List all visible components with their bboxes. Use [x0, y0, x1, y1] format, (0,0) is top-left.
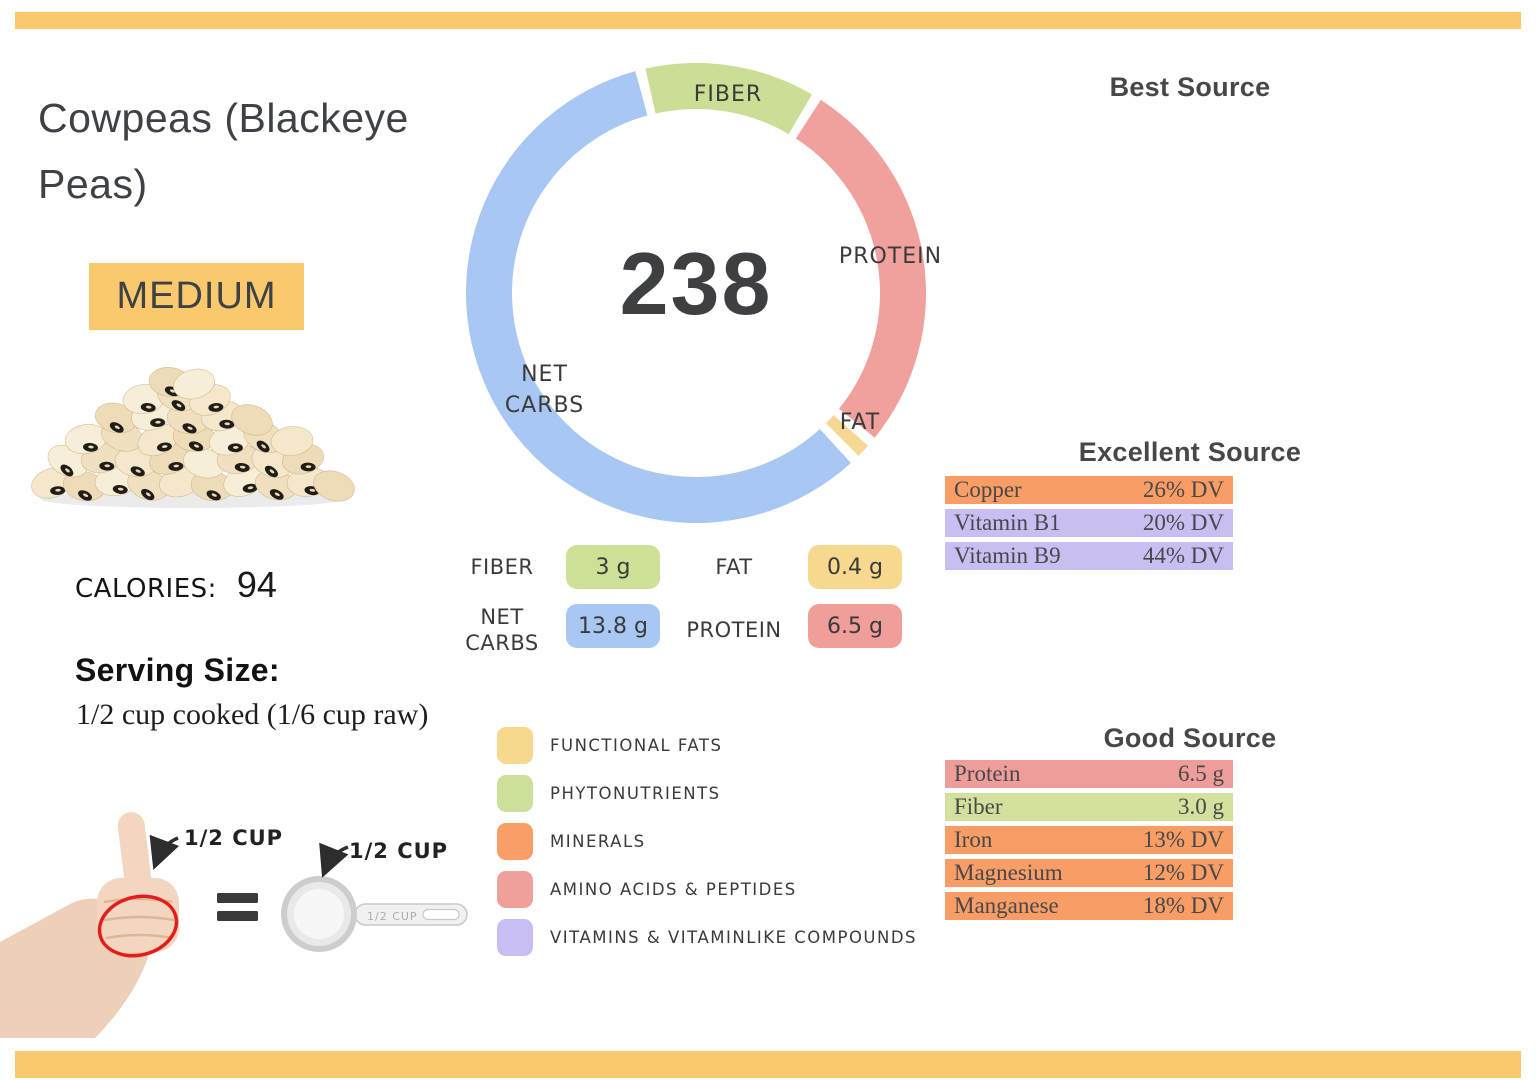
- macro-label: FAT: [715, 554, 753, 579]
- serving-size-hand-guide: 1/2 CUP 1/2 CUP 1/2 CUP: [0, 812, 468, 1038]
- legend-swatch-icon: [497, 919, 533, 956]
- cup-label: 1/2 CUP: [349, 839, 448, 863]
- legend-swatch-icon: [497, 823, 533, 860]
- nutrient-name: Fiber: [954, 794, 1003, 819]
- macronutrient-donut-chart: [466, 63, 926, 523]
- nutrient-row: Copper 26% DV: [945, 476, 1233, 504]
- donut-segment-net-carbs: [466, 71, 851, 523]
- good-source-table: Protein 6.5 g Fiber 3.0 g Iron 13% DV Ma…: [945, 760, 1233, 925]
- legend-item: MINERALS: [497, 823, 917, 860]
- nutrient-row: Vitamin B1 20% DV: [945, 509, 1233, 537]
- donut-segment-fiber: [645, 63, 812, 135]
- donut-label-protein: PROTEIN: [838, 244, 943, 269]
- donut-center-value: 238: [619, 234, 773, 333]
- macro-value-chip: 13.8 g: [566, 604, 660, 648]
- fist-highlight-circle: [97, 894, 179, 958]
- nutrient-name: Vitamin B9: [954, 543, 1061, 568]
- equals-icon: [217, 893, 258, 921]
- legend-label: MINERALS: [550, 832, 646, 851]
- hand-cup-label: 1/2 CUP: [184, 826, 283, 850]
- legend-label: PHYTONUTRIENTS: [550, 784, 721, 803]
- nutrient-name: Vitamin B1: [954, 510, 1061, 535]
- nutrient-value: 26% DV: [1142, 477, 1224, 502]
- nutrient-row: Manganese 18% DV: [945, 892, 1233, 920]
- nutrient-name: Iron: [954, 827, 993, 852]
- serving-size-value: 1/2 cup cooked (1/6 cup raw): [76, 698, 429, 731]
- category-legend: FUNCTIONAL FATS PHYTONUTRIENTS MINERALS …: [497, 727, 917, 967]
- best-source-heading: Best Source: [1109, 72, 1271, 102]
- nutrient-name: Protein: [954, 761, 1021, 786]
- nutrient-name: Magnesium: [954, 860, 1063, 885]
- cup-arrow-icon: [319, 842, 349, 878]
- donut-segment-protein: [795, 99, 926, 438]
- nutrient-value: 6.5 g: [1178, 761, 1224, 786]
- nutrient-row: Iron 13% DV: [945, 826, 1233, 854]
- donut-segment-fat: [825, 415, 868, 456]
- nutrient-row: Fiber 3.0 g: [945, 793, 1233, 821]
- legend-item: FUNCTIONAL FATS: [497, 727, 917, 764]
- excellent-source-table: Copper 26% DV Vitamin B1 20% DV Vitamin …: [945, 476, 1233, 575]
- legend-item: VITAMINS & VITAMINLIKE COMPOUNDS: [497, 919, 917, 956]
- nutrient-row: Protein 6.5 g: [945, 760, 1233, 788]
- macro-chips: FIBER 3 g FAT 0.4 g NET CARBS 13.8 g PRO…: [452, 545, 902, 657]
- macro-value: 6.5 g: [827, 613, 883, 639]
- blackeye-peas-image: [31, 367, 355, 508]
- nutrient-value: 12% DV: [1142, 860, 1224, 885]
- nutrient-value: 20% DV: [1142, 510, 1224, 535]
- hand-arrow-icon: [149, 834, 180, 870]
- calories-value: 94: [236, 564, 277, 605]
- legend-swatch-icon: [497, 727, 533, 764]
- nutrient-value: 13% DV: [1142, 827, 1224, 852]
- nutrient-row: Vitamin B9 44% DV: [945, 542, 1233, 570]
- rating-badge: MEDIUM: [89, 263, 304, 330]
- macro-value: 13.8 g: [578, 613, 648, 639]
- donut-label-net-carbs: NET CARBS: [504, 362, 585, 418]
- nutrient-row: Magnesium 12% DV: [945, 859, 1233, 887]
- legend-label: AMINO ACIDS & PEPTIDES: [550, 880, 797, 899]
- good-source-heading: Good Source: [1103, 723, 1277, 753]
- serving-size-label: Serving Size:: [75, 652, 280, 688]
- nutrient-name: Copper: [954, 477, 1022, 502]
- cup-handle-label: 1/2 CUP: [367, 910, 418, 923]
- legend-swatch-icon: [497, 775, 533, 812]
- top-accent-bar: [15, 12, 1521, 29]
- nutrient-value: 18% DV: [1142, 893, 1224, 918]
- macro-label: FIBER: [470, 554, 534, 579]
- page-title: Cowpeas (Blackeye Peas): [38, 95, 409, 207]
- macro-label: PROTEIN: [686, 618, 782, 643]
- calories-line: CALORIES: 94: [75, 564, 277, 606]
- macro-value-chip: 0.4 g: [808, 545, 902, 589]
- legend-item: PHYTONUTRIENTS: [497, 775, 917, 812]
- donut-label-fiber: FIBER: [693, 82, 763, 107]
- donut-label-fat: FAT: [839, 410, 881, 435]
- nutrient-name: Manganese: [954, 893, 1059, 918]
- macro-label: NET CARBS: [465, 605, 539, 656]
- calories-label: CALORIES:: [75, 574, 217, 604]
- legend-swatch-icon: [497, 871, 533, 908]
- measuring-cup-image: 1/2 CUP: [281, 876, 468, 952]
- thumbs-up-hand-image: [0, 812, 179, 1038]
- legend-item: AMINO ACIDS & PEPTIDES: [497, 871, 917, 908]
- macro-value-chip: 6.5 g: [808, 604, 902, 648]
- macro-value-chip: 3 g: [566, 545, 660, 589]
- nutrient-value: 3.0 g: [1178, 794, 1224, 819]
- legend-label: FUNCTIONAL FATS: [550, 736, 723, 755]
- bottom-accent-bar: [15, 1051, 1521, 1078]
- excellent-source-heading: Excellent Source: [1078, 437, 1302, 467]
- legend-label: VITAMINS & VITAMINLIKE COMPOUNDS: [550, 928, 918, 947]
- nutrient-value: 44% DV: [1142, 543, 1224, 568]
- macro-value: 3 g: [595, 554, 631, 580]
- macro-value: 0.4 g: [827, 554, 883, 580]
